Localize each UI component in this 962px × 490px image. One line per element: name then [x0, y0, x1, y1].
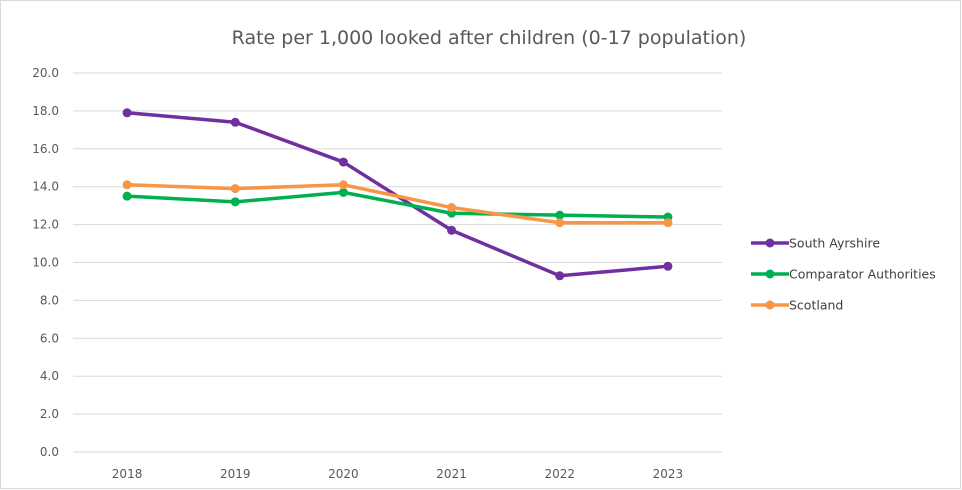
series-comparator-authorities — [122, 187, 673, 222]
x-tick-label: 2023 — [653, 467, 684, 481]
data-point — [122, 108, 132, 118]
legend-swatch-marker — [765, 300, 775, 310]
legend-label: South Ayrshire — [789, 236, 880, 251]
legend-swatch-marker — [765, 269, 775, 279]
y-tick-label: 12.0 — [32, 218, 59, 232]
series-lines — [122, 108, 673, 281]
data-point — [230, 117, 240, 127]
legend-label: Scotland — [789, 298, 843, 313]
data-point — [230, 197, 240, 207]
y-tick-label: 6.0 — [40, 331, 59, 345]
data-point — [555, 271, 565, 281]
y-tick-label: 14.0 — [32, 180, 59, 194]
chart-title: Rate per 1,000 looked after children (0-… — [232, 27, 747, 49]
data-point — [122, 191, 132, 201]
legend-item: South Ayrshire — [751, 236, 880, 251]
legend: South Ayrshire Comparator Authorities Scot… — [751, 236, 936, 313]
y-tick-label: 2.0 — [40, 407, 59, 421]
y-tick-label: 16.0 — [32, 142, 59, 156]
series-line — [125, 111, 670, 278]
data-point — [338, 187, 348, 197]
y-tick-label: 10.0 — [32, 256, 59, 270]
data-point — [555, 210, 565, 220]
series-line — [125, 190, 670, 219]
y-tick-label: 8.0 — [40, 293, 59, 307]
y-tick-label: 0.0 — [40, 445, 59, 459]
y-tick-label: 4.0 — [40, 369, 59, 383]
y-tick-label: 20.0 — [32, 66, 59, 80]
legend-item: Comparator Authorities — [751, 267, 936, 282]
series-south-ayrshire — [122, 108, 673, 281]
data-point — [338, 180, 348, 190]
x-axis: 2018 2019 2020 2021 2022 2023 — [112, 467, 683, 481]
y-tick-label: 18.0 — [32, 104, 59, 118]
data-point — [447, 203, 457, 213]
data-point — [122, 180, 132, 190]
series-line — [125, 183, 670, 225]
legend-swatch-marker — [765, 238, 775, 248]
data-point — [338, 157, 348, 167]
data-point — [663, 261, 673, 271]
legend-label: Comparator Authorities — [789, 267, 936, 282]
data-point — [230, 184, 240, 194]
x-tick-label: 2019 — [220, 467, 251, 481]
data-point — [663, 218, 673, 228]
x-tick-label: 2018 — [112, 467, 143, 481]
series-scotland — [122, 180, 673, 228]
x-tick-label: 2022 — [544, 467, 575, 481]
x-tick-label: 2020 — [328, 467, 359, 481]
data-point — [555, 218, 565, 228]
legend-item: Scotland — [751, 298, 843, 313]
gridlines — [73, 72, 722, 453]
data-point — [447, 225, 457, 235]
y-axis: 0.0 2.0 4.0 6.0 8.0 10.0 12.0 14.0 16.0 18.0 20.0 — [32, 66, 59, 459]
x-tick-label: 2021 — [436, 467, 467, 481]
